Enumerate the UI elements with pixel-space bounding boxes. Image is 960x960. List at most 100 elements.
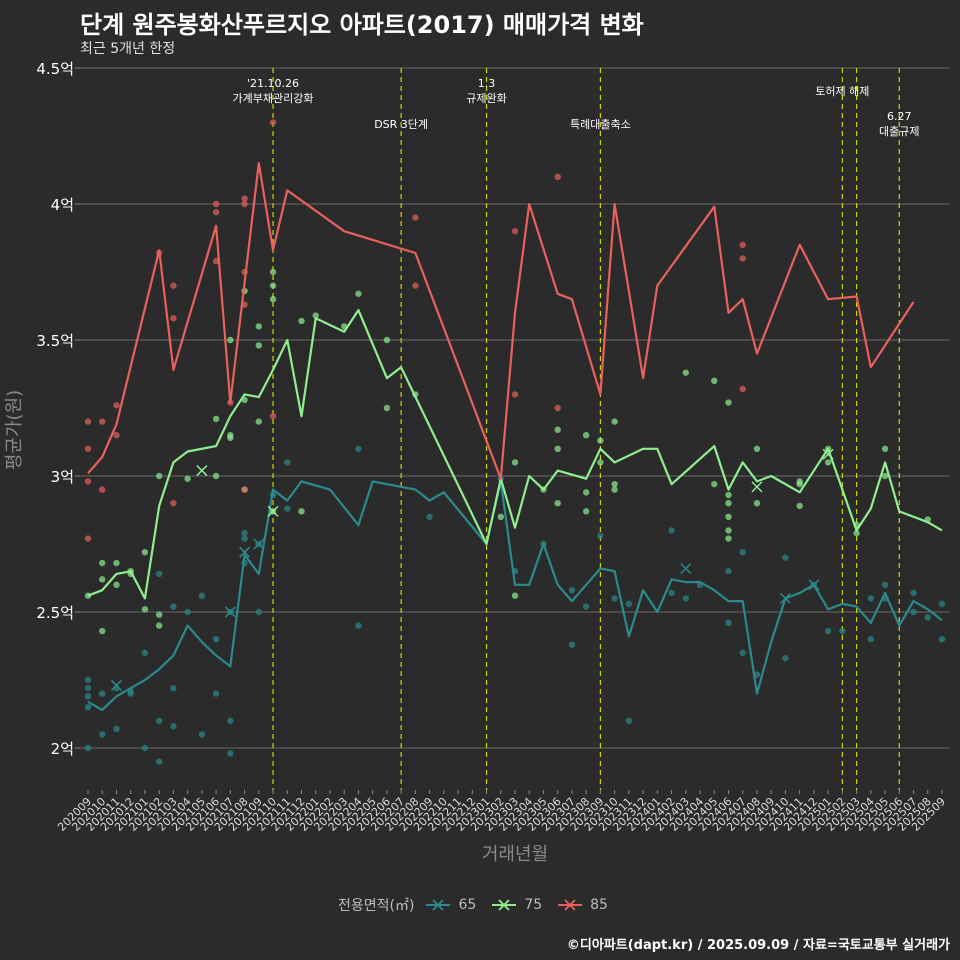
scatter-point bbox=[625, 600, 633, 608]
scatter-point bbox=[141, 744, 149, 752]
scatter-point bbox=[99, 576, 106, 583]
scatter-point bbox=[355, 445, 362, 452]
scatter-point bbox=[127, 690, 134, 697]
event-label-line: '21.10.26 bbox=[247, 77, 299, 90]
scatter-point bbox=[99, 690, 106, 697]
scatter-point bbox=[682, 369, 689, 376]
series-85 bbox=[84, 119, 915, 542]
scatter-point bbox=[198, 592, 206, 599]
scatter-point bbox=[155, 622, 163, 629]
series-line bbox=[87, 162, 915, 480]
scatter-point bbox=[725, 500, 732, 507]
scatter-point bbox=[184, 475, 191, 482]
scatter-point bbox=[839, 627, 846, 635]
scatter-point bbox=[568, 587, 576, 594]
scatter-point bbox=[269, 119, 277, 126]
x-marker bbox=[253, 538, 265, 550]
scatter-point bbox=[355, 290, 362, 297]
scatter-point bbox=[867, 636, 875, 643]
scatter-point bbox=[241, 195, 248, 202]
scatter-point bbox=[725, 527, 732, 534]
event-label-line: 토허제 해제 bbox=[815, 84, 869, 98]
scatter-point bbox=[853, 529, 860, 537]
event-label-line: 6.27 bbox=[887, 110, 912, 123]
scatter-point bbox=[611, 418, 618, 425]
scatter-point bbox=[99, 486, 106, 493]
event-label: 1.3 규제완화 bbox=[466, 77, 506, 105]
source-caption: ©디아파트(dapt.kr) / 2025.09.09 / 자료=국토교통부 실… bbox=[566, 938, 950, 953]
scatter-point bbox=[84, 676, 92, 684]
scatter-point bbox=[84, 744, 92, 752]
scatter-point bbox=[241, 529, 248, 537]
x-marker bbox=[680, 562, 692, 575]
scatter-point bbox=[170, 684, 177, 692]
series-75 bbox=[84, 268, 943, 635]
y-tick-label: 2.5억 bbox=[36, 604, 74, 622]
series-line bbox=[87, 309, 943, 600]
scatter-point bbox=[611, 480, 618, 488]
scatter-point bbox=[155, 570, 163, 578]
scatter-point bbox=[739, 649, 746, 656]
scatter-point bbox=[99, 559, 106, 567]
scatter-point bbox=[725, 535, 732, 542]
series-65 bbox=[84, 445, 946, 765]
scatter-point bbox=[924, 614, 931, 621]
scatter-point bbox=[511, 391, 519, 398]
scatter-point bbox=[84, 684, 92, 692]
event-label: DSR 3단계 bbox=[374, 118, 428, 131]
scatter-point bbox=[497, 513, 504, 520]
scatter-point bbox=[212, 690, 220, 697]
scatter-point bbox=[739, 255, 746, 262]
scatter-point bbox=[753, 445, 761, 452]
scatter-point bbox=[554, 500, 561, 507]
scatter-point bbox=[625, 717, 633, 724]
scatter-point bbox=[554, 426, 561, 433]
scatter-point bbox=[711, 377, 718, 384]
scatter-point bbox=[84, 445, 92, 452]
legend-label: 65 bbox=[458, 897, 477, 913]
x-marker bbox=[779, 592, 791, 604]
scatter-point bbox=[184, 608, 191, 616]
legend-swatch bbox=[426, 899, 451, 911]
x-marker bbox=[267, 505, 279, 517]
y-tick-label: 2억 bbox=[51, 740, 74, 758]
scatter-point bbox=[910, 589, 917, 597]
scatter-point bbox=[426, 513, 433, 520]
scatter-point bbox=[881, 472, 889, 480]
scatter-point bbox=[312, 312, 319, 319]
scatter-point bbox=[99, 627, 106, 635]
scatter-point bbox=[725, 619, 732, 627]
scatter-point bbox=[355, 622, 362, 629]
scatter-point bbox=[212, 636, 220, 643]
scatter-point bbox=[269, 268, 277, 276]
chart-subtitle: 최근 5개년 한정 bbox=[80, 41, 176, 57]
x-marker bbox=[751, 481, 763, 493]
event-label: 특례대출축소 bbox=[570, 118, 631, 131]
scatter-point bbox=[511, 459, 519, 466]
legend-item-75: 75 bbox=[490, 897, 542, 913]
scatter-point bbox=[711, 480, 718, 488]
scatter-point bbox=[582, 603, 590, 610]
scatter-point bbox=[155, 758, 163, 765]
scatter-point bbox=[241, 486, 248, 493]
scatter-point bbox=[597, 437, 604, 444]
x-marker bbox=[822, 448, 834, 460]
scatter-point bbox=[84, 478, 92, 485]
scatter-point bbox=[155, 611, 163, 618]
scatter-point bbox=[269, 282, 277, 289]
scatter-point bbox=[796, 480, 803, 488]
scatter-point bbox=[141, 649, 149, 656]
scatter-point bbox=[227, 750, 234, 757]
scatter-point bbox=[212, 208, 220, 216]
scatter-point bbox=[170, 282, 177, 289]
y-tick-label: 4억 bbox=[51, 196, 74, 214]
scatter-point bbox=[99, 418, 106, 425]
event-label-line: 대출규제 bbox=[879, 125, 919, 138]
scatter-point bbox=[668, 589, 675, 597]
scatter-point bbox=[597, 459, 604, 466]
scatter-point bbox=[269, 296, 277, 303]
scatter-point bbox=[938, 636, 946, 643]
scatter-point bbox=[739, 548, 746, 556]
scatter-point bbox=[113, 432, 120, 439]
scatter-point bbox=[170, 603, 177, 610]
